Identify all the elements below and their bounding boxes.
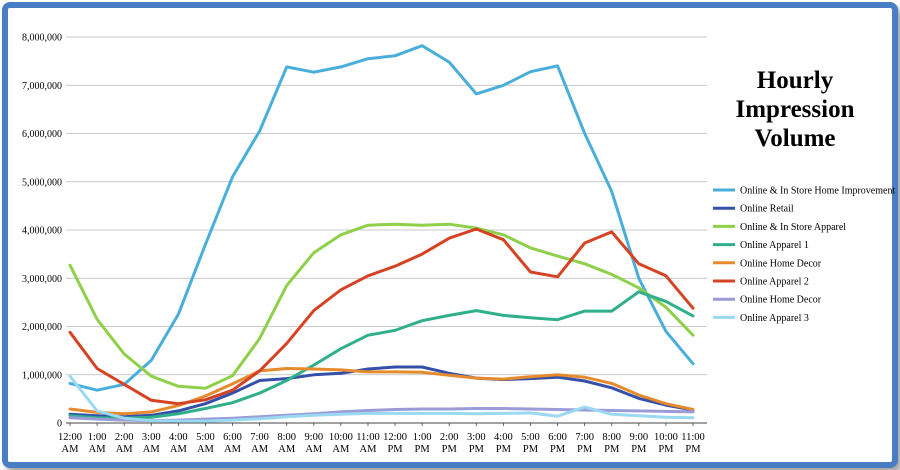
x-tick-label-time: 11:00 — [356, 432, 380, 443]
x-tick-label-period: AM — [305, 444, 323, 455]
x-tick-label-time: 3:00 — [467, 432, 486, 443]
x-tick-label-period: PM — [415, 444, 431, 455]
series-line-4 — [68, 290, 695, 420]
x-tick-label-time: 12:00 — [383, 432, 407, 443]
x-tick-label-period: AM — [197, 444, 215, 455]
series-line-1 — [68, 44, 695, 392]
x-tick-label-period: PM — [685, 444, 701, 455]
x-tick-label-time: 1:00 — [88, 432, 107, 443]
x-tick-label-period: AM — [116, 444, 134, 455]
x-tick-label-time: 7:00 — [250, 432, 269, 443]
x-tick-label-time: 8:00 — [277, 432, 296, 443]
x-axis-ticks: 12:00AM1:00AM2:00AM3:00AM4:00AM5:00AM6:0… — [58, 423, 705, 455]
x-tick-label-period: PM — [631, 444, 647, 455]
x-tick-label-time: 5:00 — [196, 432, 215, 443]
x-tick-label-time: 9:00 — [629, 432, 648, 443]
x-tick-label-time: 12:00 — [58, 432, 82, 443]
legend-label: Online & In Store Home Improvement — [740, 186, 895, 197]
x-tick-label-time: 6:00 — [223, 432, 242, 443]
y-tick-label: 8,000,000 — [22, 33, 62, 44]
x-tick-label-time: 4:00 — [494, 432, 513, 443]
legend-label: Online Home Decor — [740, 258, 822, 269]
legend-label: Online & In Store Apparel — [740, 222, 846, 233]
legend-label: Online Retail — [740, 204, 794, 215]
legend: Online & In Store Home Improvement Online… — [713, 186, 895, 324]
series-line-6 — [68, 227, 695, 406]
y-tick-label: 2,000,000 — [22, 322, 62, 333]
y-axis-ticks: 0 1,000,000 2,000,000 3,000,000 4,000,000 5,0… — [22, 33, 62, 430]
x-tick-label-period: PM — [604, 444, 620, 455]
x-tick-label-period: PM — [496, 444, 512, 455]
series-line-5 — [68, 367, 695, 416]
series-line-8 — [68, 374, 695, 423]
x-tick-label-period: PM — [658, 444, 674, 455]
x-tick-label-time: 10:00 — [654, 432, 678, 443]
y-tick-label: 3,000,000 — [22, 274, 62, 285]
x-tick-label-time: 2:00 — [115, 432, 134, 443]
chart-title-line-2: Impression — [735, 96, 855, 123]
x-tick-label-period: AM — [359, 444, 377, 455]
chart-title: Hourly Impression Volume — [712, 66, 878, 153]
y-tick-label: 7,000,000 — [22, 81, 62, 92]
x-tick-label-period: AM — [143, 444, 161, 455]
series-line-3 — [68, 222, 695, 390]
x-tick-label-period: AM — [89, 444, 107, 455]
y-tick-label: 0 — [57, 419, 62, 430]
x-tick-label-time: 8:00 — [602, 432, 621, 443]
x-tick-label-period: PM — [523, 444, 539, 455]
x-tick-label-time: 1:00 — [413, 432, 432, 443]
x-tick-label-time: 3:00 — [142, 432, 161, 443]
y-tick-label: 1,000,000 — [22, 370, 62, 381]
y-tick-label: 4,000,000 — [22, 226, 62, 237]
x-tick-label-period: AM — [62, 444, 80, 455]
x-tick-label-period: PM — [387, 444, 403, 455]
chart-title-line-3: Volume — [754, 125, 836, 152]
x-tick-label-time: 2:00 — [440, 432, 459, 443]
x-tick-label-period: AM — [224, 444, 242, 455]
x-tick-label-period: AM — [278, 444, 296, 455]
y-tick-label: 5,000,000 — [22, 177, 62, 188]
series-line-2 — [68, 365, 695, 419]
legend-label: Online Apparel 1 — [740, 240, 809, 251]
x-tick-label-period: PM — [442, 444, 458, 455]
legend-label: Online Apparel 2 — [740, 277, 809, 288]
x-tick-label-time: 10:00 — [329, 432, 353, 443]
x-tick-label-period: PM — [469, 444, 485, 455]
x-tick-label-time: 9:00 — [304, 432, 323, 443]
series-lines — [68, 44, 695, 423]
x-tick-label-time: 5:00 — [521, 432, 540, 443]
x-tick-label-time: 6:00 — [548, 432, 567, 443]
x-tick-label-period: AM — [332, 444, 350, 455]
x-tick-label-period: AM — [251, 444, 269, 455]
legend-label: Online Home Decor — [740, 295, 822, 306]
chart-title-line-1: Hourly — [756, 67, 834, 94]
x-tick-label-period: PM — [577, 444, 593, 455]
x-tick-label-time: 4:00 — [169, 432, 188, 443]
gridlines — [66, 36, 707, 424]
x-tick-label-period: PM — [550, 444, 566, 455]
x-tick-label-period: AM — [170, 444, 188, 455]
y-tick-label: 6,000,000 — [22, 129, 62, 140]
x-tick-label-time: 11:00 — [681, 432, 705, 443]
legend-label: Online Apparel 3 — [740, 313, 809, 324]
x-tick-label-time: 7:00 — [575, 432, 594, 443]
